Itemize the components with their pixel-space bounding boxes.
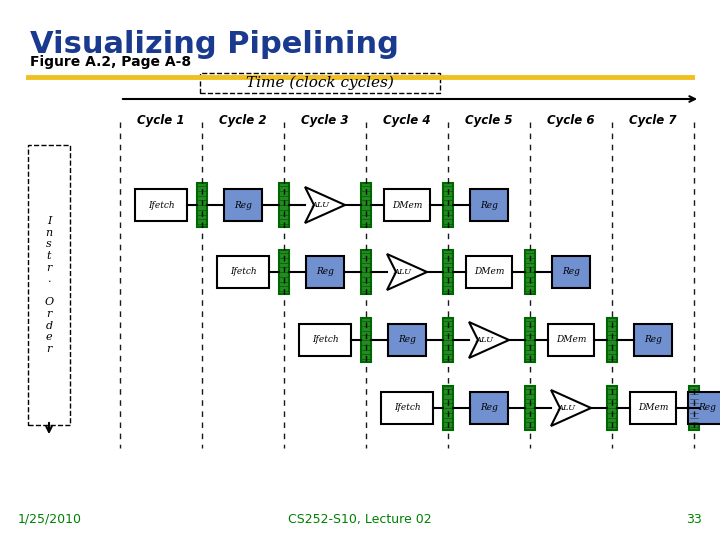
FancyBboxPatch shape [443, 318, 453, 362]
Text: ALU: ALU [476, 336, 494, 344]
FancyBboxPatch shape [443, 250, 453, 294]
Text: 1/25/2010: 1/25/2010 [18, 513, 82, 526]
Text: Cycle 1: Cycle 1 [138, 114, 185, 127]
Text: 33: 33 [686, 513, 702, 526]
FancyBboxPatch shape [388, 324, 426, 356]
FancyBboxPatch shape [384, 189, 430, 221]
FancyBboxPatch shape [548, 324, 594, 356]
FancyBboxPatch shape [525, 250, 535, 294]
Text: I
n
s
t
r
.
 
O
r
d
e
r: I n s t r . O r d e r [45, 216, 53, 354]
Text: DMem: DMem [556, 335, 586, 345]
FancyBboxPatch shape [470, 392, 508, 424]
Text: DMem: DMem [474, 267, 504, 276]
FancyBboxPatch shape [135, 189, 187, 221]
FancyBboxPatch shape [443, 183, 453, 227]
FancyBboxPatch shape [200, 73, 440, 93]
Text: ALU: ALU [312, 201, 330, 209]
FancyBboxPatch shape [443, 386, 453, 430]
FancyBboxPatch shape [299, 324, 351, 356]
Polygon shape [469, 322, 509, 358]
Text: Ifetch: Ifetch [394, 403, 420, 413]
FancyBboxPatch shape [306, 256, 344, 288]
FancyBboxPatch shape [525, 318, 535, 362]
FancyBboxPatch shape [607, 318, 617, 362]
FancyBboxPatch shape [689, 386, 699, 430]
FancyBboxPatch shape [279, 183, 289, 227]
Text: Reg: Reg [234, 200, 252, 210]
FancyBboxPatch shape [361, 250, 371, 294]
FancyBboxPatch shape [466, 256, 512, 288]
Text: Ifetch: Ifetch [312, 335, 338, 345]
Text: Reg: Reg [316, 267, 334, 276]
Text: DMem: DMem [392, 200, 422, 210]
Text: ALU: ALU [558, 404, 576, 412]
Text: Cycle 7: Cycle 7 [629, 114, 677, 127]
FancyBboxPatch shape [217, 256, 269, 288]
Text: Ifetch: Ifetch [148, 200, 174, 210]
FancyBboxPatch shape [470, 189, 508, 221]
FancyBboxPatch shape [279, 250, 289, 294]
Text: Reg: Reg [644, 335, 662, 345]
Text: Figure A.2, Page A-8: Figure A.2, Page A-8 [30, 55, 191, 69]
Text: Cycle 3: Cycle 3 [301, 114, 348, 127]
FancyBboxPatch shape [688, 392, 720, 424]
FancyBboxPatch shape [630, 392, 676, 424]
Polygon shape [387, 254, 427, 290]
Text: Ifetch: Ifetch [230, 267, 256, 276]
FancyBboxPatch shape [607, 386, 617, 430]
Text: Cycle 2: Cycle 2 [220, 114, 266, 127]
Text: ALU: ALU [394, 268, 412, 276]
Text: Time (clock cycles): Time (clock cycles) [246, 76, 394, 90]
Polygon shape [551, 390, 591, 426]
FancyBboxPatch shape [197, 183, 207, 227]
Text: DMem: DMem [638, 403, 668, 413]
FancyBboxPatch shape [634, 324, 672, 356]
Text: Reg: Reg [398, 335, 416, 345]
FancyBboxPatch shape [552, 256, 590, 288]
Text: CS252-S10, Lecture 02: CS252-S10, Lecture 02 [288, 513, 432, 526]
Text: Reg: Reg [480, 200, 498, 210]
Text: Cycle 4: Cycle 4 [383, 114, 431, 127]
Text: Cycle 5: Cycle 5 [465, 114, 513, 127]
Text: Reg: Reg [562, 267, 580, 276]
FancyBboxPatch shape [28, 145, 70, 425]
Text: Reg: Reg [698, 403, 716, 413]
Text: Reg: Reg [480, 403, 498, 413]
FancyBboxPatch shape [361, 318, 371, 362]
FancyBboxPatch shape [381, 392, 433, 424]
FancyBboxPatch shape [525, 386, 535, 430]
Text: Visualizing Pipelining: Visualizing Pipelining [30, 30, 399, 59]
FancyBboxPatch shape [224, 189, 262, 221]
Text: Cycle 6: Cycle 6 [547, 114, 595, 127]
FancyBboxPatch shape [361, 183, 371, 227]
Polygon shape [305, 187, 345, 223]
